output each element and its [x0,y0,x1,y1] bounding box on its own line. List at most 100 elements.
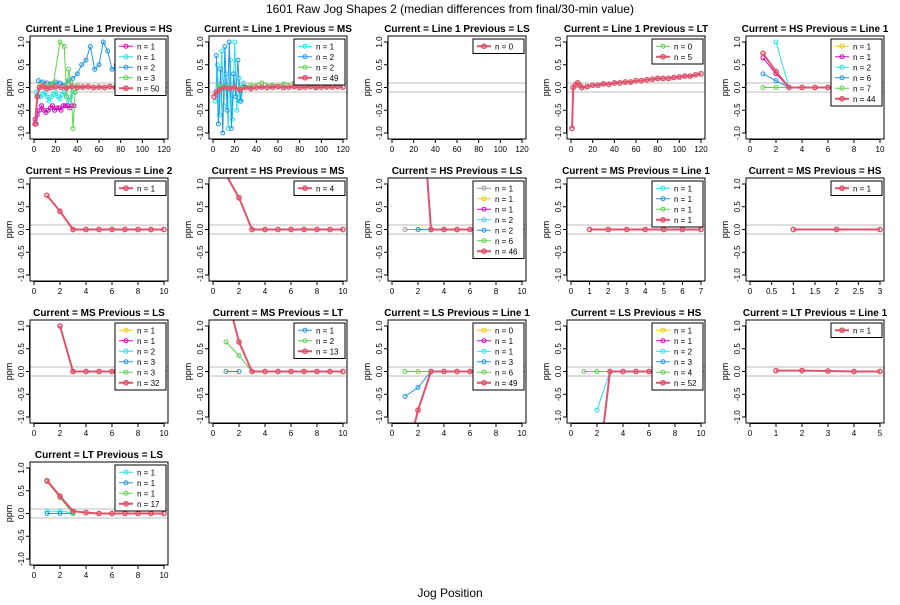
y-tick-label: 1.0 [17,320,26,332]
x-tick-label: 4 [263,429,268,438]
legend-box [651,38,704,65]
legend-swatch-point [839,327,845,334]
legend-swatch-point [123,490,129,496]
legend-swatch-point [123,500,129,507]
x-tick-label: 8 [315,429,320,438]
data-point [44,477,50,484]
legend-swatch-point [660,327,666,333]
x-tick-label: 100 [494,145,508,154]
data-point [760,50,766,57]
legend-swatch-point [481,369,487,375]
x-tick-label: 4 [852,429,857,438]
panel-3: Current = Line 1 Previous = LS -1.0 -0.5 0.… [362,24,530,154]
legend-swatch-point [660,369,666,375]
legend-swatch-point [660,216,666,223]
x-tick-label: 120 [157,145,171,154]
panel-title: Current = HS Previous = LS [392,166,523,177]
data-point [220,84,227,91]
legend-label: n = 6 [853,74,872,83]
legend-swatch-point [302,54,308,60]
legend-swatch-point [302,64,308,70]
series-line [46,480,164,515]
data-point [101,84,108,91]
y-tick-label: 1.0 [733,320,742,332]
y-axis-label: ppm [4,79,14,97]
y-tick-label: 0.5 [554,59,563,71]
data-point [96,62,102,68]
data-point [586,226,593,233]
data-point [242,84,249,91]
data-point [415,384,421,390]
x-tick-label: 20 [51,145,60,154]
data-point [698,70,704,77]
x-tick-label: 6 [468,429,473,438]
legend-label: n = 2 [316,53,335,62]
data-point [633,77,639,84]
data-point [236,339,242,345]
legend: n = 1n = 1n = 2n = 3n = 50 [114,38,167,96]
y-tick-label: 0.0 [196,365,205,377]
data-point [646,368,652,375]
legend-label: n = 2 [316,63,335,72]
legend-swatch-point [123,469,129,475]
x-tick-label: 2.5 [853,287,865,296]
legend-swatch-point [481,185,487,191]
data-point [236,369,242,374]
panel-title: Current = Line 1 Previous = HS [26,24,173,35]
legend-label: n = 0 [495,42,514,51]
data-point [105,48,111,54]
legend: n = 1 n = 2n = 13 [293,322,346,359]
data-point [264,84,271,91]
y-tick-label: 0.0 [196,81,205,93]
y-tick-label: 0.5 [17,485,26,497]
legend-label: n = 6 [495,237,514,246]
x-tick-label: 8 [494,287,499,296]
data-point [402,394,408,400]
data-point [222,44,228,50]
panel-10: Current = MS Previous = HS -1.0 -0.5 0.0 0.5… [720,166,885,296]
legend-label: n = 49 [316,74,339,83]
data-point [214,62,220,68]
data-point [285,84,292,90]
data-point [79,84,86,90]
legend-label: n = 3 [495,358,514,367]
panel-title: Current = LS Previous = Line 1 [384,308,530,319]
legend-swatch-point [123,54,129,60]
data-point [877,226,883,233]
y-tick-label: 0.5 [554,201,563,213]
x-tick-label: 2 [834,287,839,296]
data-point [249,226,255,233]
legend: n = 1n = 1n = 1n = 2n = 2n = 6n = 46 [472,180,525,259]
legend-swatch-point [123,85,129,92]
panel-8: Current = HS Previous = LS -1.0 -0.5 0.0 0.5… [362,166,527,296]
data-point [301,368,307,375]
y-tick-label: 0.0 [375,81,384,93]
panel-title: Current = HS Previous = Line 2 [26,166,173,177]
data-point [58,84,64,91]
y-tick-label: 0.5 [375,343,384,355]
legend-label: n = 1 [137,479,156,488]
data-point [467,226,473,233]
x-tick-label: 0 [748,145,753,154]
panel-9: Current = MS Previous = Line 1 -1.0 -0.5 0.… [541,166,710,296]
series-line [571,72,702,129]
legend-swatch-point [481,206,487,212]
x-tick-label: 40 [73,145,82,154]
x-tick-label: 80 [116,145,125,154]
data-point [249,368,255,375]
data-point [96,226,102,233]
legend-swatch-point [481,196,487,202]
y-tick-label: -1.0 [196,268,205,282]
x-tick-label: 6 [647,429,652,438]
legend-swatch-point [839,85,845,91]
series-line [35,91,76,103]
panel-title: Current = LS Previous = HS [571,308,702,319]
panel-grid: Current = Line 1 Previous = HS -1.0 -0.5 0.… [4,24,889,580]
data-point [83,509,89,516]
data-point [441,226,447,233]
data-point [61,44,67,50]
y-axis-label: ppm [362,221,372,239]
x-tick-label: 6 [110,287,115,296]
y-tick-label: 0.0 [375,223,384,235]
panel-series [569,70,704,132]
